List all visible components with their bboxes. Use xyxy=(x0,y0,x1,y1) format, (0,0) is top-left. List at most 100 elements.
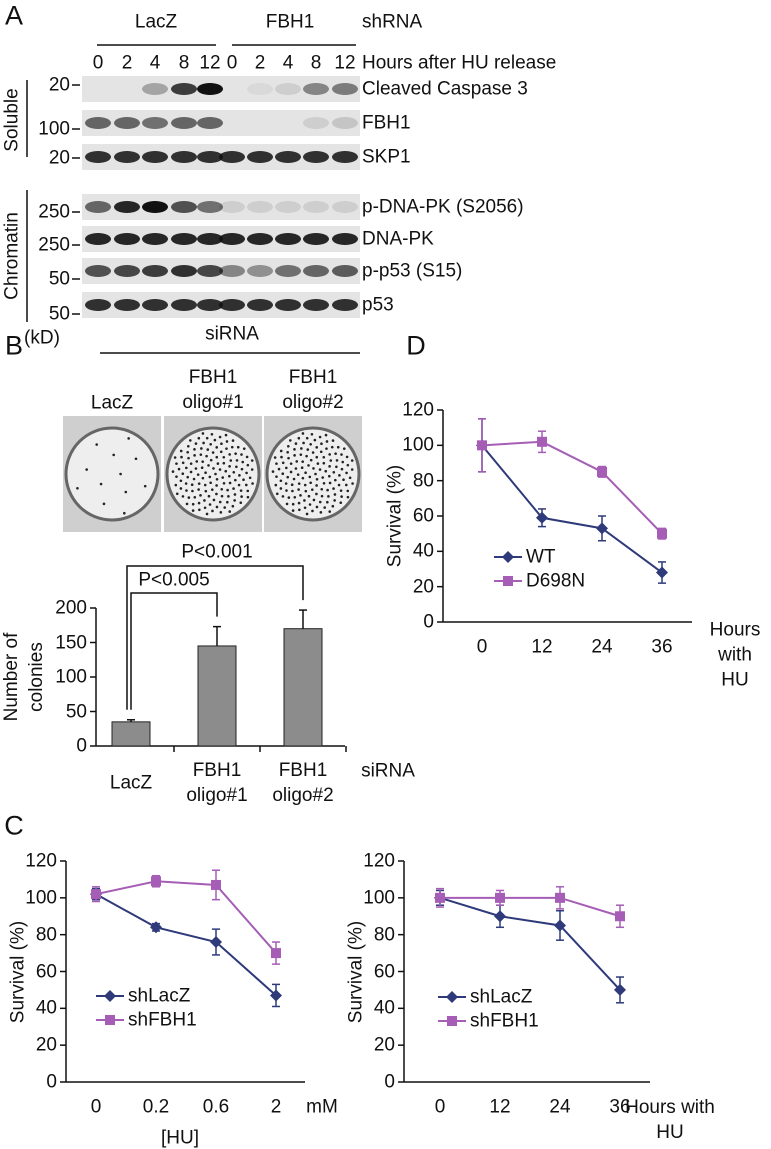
colony xyxy=(306,448,310,451)
colony xyxy=(219,511,223,514)
colony xyxy=(195,460,199,463)
size-marker: 50 xyxy=(48,303,70,325)
colony xyxy=(219,450,223,454)
point xyxy=(536,511,548,524)
y-tick-label: 20 xyxy=(35,1034,57,1056)
colony xyxy=(287,496,291,499)
blot-band xyxy=(197,233,223,245)
point xyxy=(597,466,607,477)
y-tick-label: 80 xyxy=(412,470,434,492)
point xyxy=(91,889,101,900)
blot-band xyxy=(275,265,301,277)
y-tick-label: 0 xyxy=(384,1071,395,1093)
y-tick-label: 40 xyxy=(373,997,395,1019)
y-axis-label: Number of colonies xyxy=(1,632,47,722)
point xyxy=(435,892,445,903)
y-tick-label: 120 xyxy=(402,399,434,421)
colony xyxy=(275,492,279,496)
colony xyxy=(208,503,212,506)
blot-band xyxy=(247,151,273,163)
colony xyxy=(95,443,98,446)
colony xyxy=(173,456,177,459)
point xyxy=(555,892,565,903)
legend-label: shLacZ xyxy=(128,985,191,1007)
colony xyxy=(310,432,314,436)
colony xyxy=(285,502,289,506)
dish-label: LacZ xyxy=(90,392,134,414)
y-tick-label: 100 xyxy=(25,887,57,909)
colony xyxy=(189,470,193,474)
colony xyxy=(230,445,234,449)
colony xyxy=(328,465,331,468)
colony xyxy=(193,448,196,451)
colony xyxy=(185,502,189,506)
blot-band xyxy=(171,83,197,95)
colony xyxy=(328,453,331,456)
x-axis-label: siRNA xyxy=(361,760,415,782)
colony xyxy=(204,489,208,493)
blot-band xyxy=(275,201,301,213)
bar xyxy=(111,721,151,747)
y-tick-label: 60 xyxy=(35,961,57,982)
x-axis-label: Hours with HU xyxy=(709,619,761,691)
colony xyxy=(333,493,337,496)
colony xyxy=(332,470,336,474)
colony xyxy=(193,496,197,499)
dish-label: FBH1 oligo#1 xyxy=(182,367,244,413)
colony xyxy=(186,475,190,479)
point xyxy=(447,1016,457,1026)
dish-label: FBH1 oligo#2 xyxy=(282,367,344,413)
colony xyxy=(309,442,312,446)
series-line xyxy=(481,440,663,535)
group-label: LacZ xyxy=(134,11,178,33)
colony xyxy=(206,448,210,451)
legend-label: shLacZ xyxy=(470,986,533,1008)
blot-band xyxy=(332,299,358,311)
blot-band xyxy=(332,265,358,277)
colony xyxy=(99,482,103,486)
colony xyxy=(351,482,354,485)
lane-label: 12 xyxy=(199,52,221,74)
lane-label: 0 xyxy=(226,52,238,74)
series-line xyxy=(95,880,277,954)
blot-band xyxy=(219,151,245,163)
colony xyxy=(350,468,354,471)
size-marker: 20 xyxy=(48,74,70,96)
colony xyxy=(209,458,213,462)
colony xyxy=(229,459,233,462)
legend-label: WT xyxy=(526,546,556,568)
colony xyxy=(275,462,278,465)
colony xyxy=(339,501,343,504)
bar xyxy=(197,645,237,747)
colony xyxy=(329,459,333,462)
colony xyxy=(321,476,325,479)
colony xyxy=(315,484,318,487)
colony xyxy=(191,489,194,493)
blot-band xyxy=(142,151,168,163)
blot-band xyxy=(171,265,197,277)
colony xyxy=(186,450,189,454)
lane-label: 4 xyxy=(282,52,294,74)
point xyxy=(554,919,566,932)
colony xyxy=(203,506,207,510)
y-tick-label: 150 xyxy=(55,632,87,653)
colony xyxy=(299,453,303,456)
series-line xyxy=(481,444,663,574)
blot-band xyxy=(197,151,223,163)
blot-band xyxy=(303,233,329,245)
colony xyxy=(246,489,250,493)
blot-band xyxy=(197,299,223,311)
colony xyxy=(216,462,220,465)
y-tick-label: 100 xyxy=(402,434,434,456)
blot-band xyxy=(85,201,111,213)
colony xyxy=(185,466,188,470)
colony xyxy=(285,466,288,470)
blot-band xyxy=(114,299,140,311)
fraction-label: Soluble xyxy=(1,88,23,152)
colony xyxy=(197,501,201,505)
y-tick-label: 60 xyxy=(373,961,395,982)
colony xyxy=(85,468,88,471)
colony xyxy=(318,468,322,471)
colony xyxy=(313,438,317,442)
